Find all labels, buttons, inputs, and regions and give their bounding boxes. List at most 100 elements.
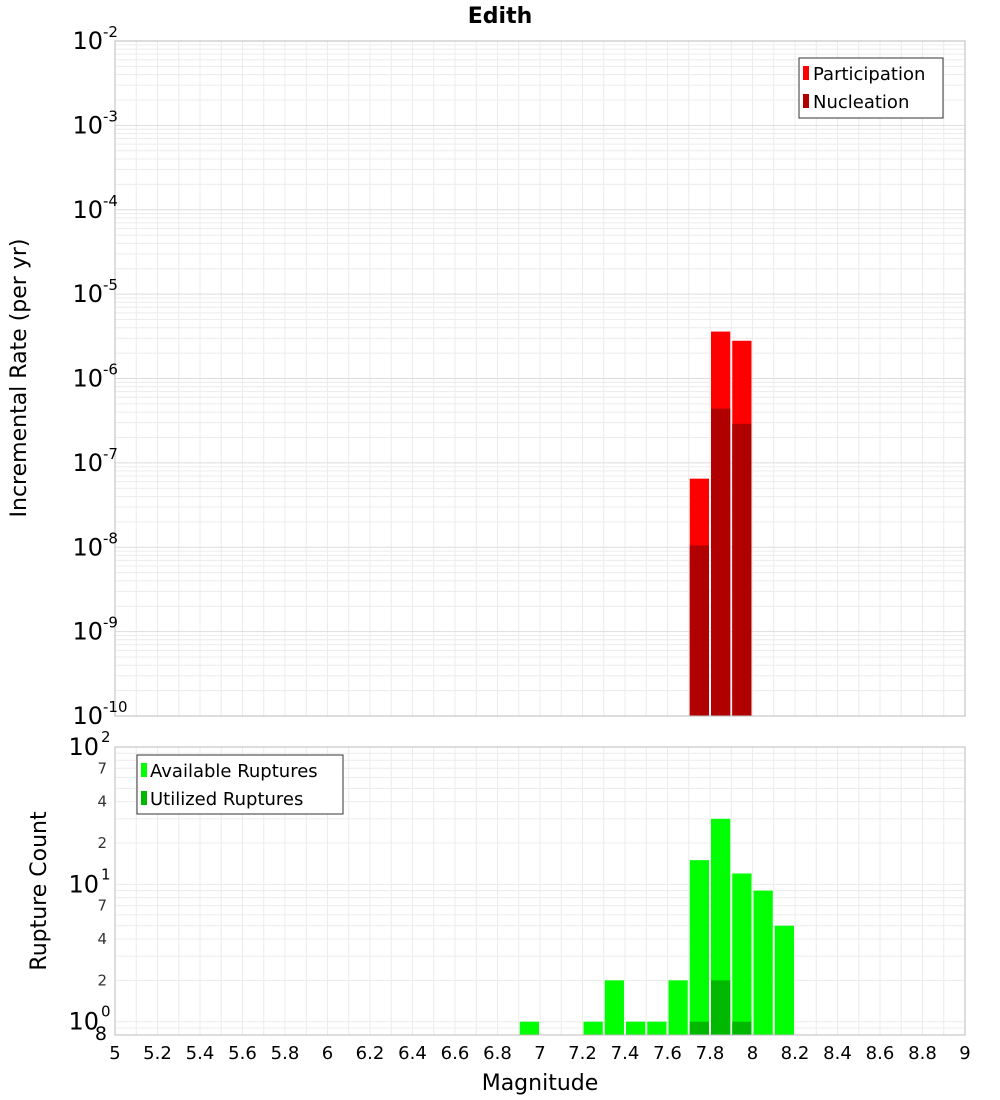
- x-tick-label: 8.4: [823, 1043, 852, 1064]
- legend-available-label: Available Ruptures: [150, 761, 318, 782]
- y-tick-label: 10 -5: [72, 276, 118, 308]
- utilized-ruptures-bar: [732, 1021, 752, 1035]
- x-tick-label: 8.6: [866, 1043, 895, 1064]
- available-ruptures-bar: [604, 980, 624, 1035]
- y-tick-label: 10 -4: [72, 192, 118, 224]
- y-tick-exponent: -4: [103, 192, 118, 210]
- y-tick-exponent: -10: [103, 698, 128, 716]
- available-ruptures-bar: [774, 925, 794, 1035]
- available-ruptures-bar: [668, 980, 688, 1035]
- utilized-ruptures-bar: [689, 1021, 709, 1035]
- y-tick-exponent: -9: [103, 614, 118, 632]
- legend-available-swatch: [141, 763, 147, 777]
- x-tick-label: 5.6: [228, 1043, 257, 1064]
- top-legend: Participation Nucleation: [798, 57, 944, 119]
- y-minor-tick-label: 7: [97, 897, 107, 915]
- x-tick-label: 6: [322, 1043, 333, 1064]
- y-tick-exponent: -2: [103, 23, 118, 41]
- x-tick-label: 7.2: [568, 1043, 597, 1064]
- x-tick-label: 5: [109, 1043, 120, 1064]
- top-gridlines: [114, 41, 966, 717]
- top-bars: [689, 331, 752, 716]
- legend-utilized-swatch: [141, 791, 147, 805]
- legend-nucleation-label: Nucleation: [813, 92, 909, 113]
- utilized-ruptures-bar: [711, 980, 731, 1035]
- available-ruptures-bar: [689, 860, 709, 1035]
- bottom-bars: [519, 818, 794, 1035]
- y-tick-base: 10: [68, 870, 99, 898]
- y-tick-label: 10 -6: [72, 361, 118, 393]
- chart-title: Edith: [468, 4, 533, 29]
- y-tick-exponent: -6: [103, 361, 118, 379]
- y-tick-exponent: -3: [103, 107, 118, 125]
- bottom-legend-box: [136, 754, 344, 815]
- available-ruptures-bar: [519, 1021, 539, 1035]
- y-tick-base: 10: [72, 449, 103, 477]
- y-tick-label: 10 -3: [72, 107, 118, 139]
- x-tick-label: 5.2: [143, 1043, 172, 1064]
- y-tick-label: 10 -9: [72, 614, 118, 646]
- y-minor-tick-label: 4: [97, 930, 107, 948]
- available-ruptures-bar: [647, 1021, 667, 1035]
- nucleation-bar: [711, 408, 731, 716]
- x-tick-label: 7.6: [653, 1043, 682, 1064]
- available-ruptures-bar: [583, 1021, 603, 1035]
- x-tick-label: 6.2: [356, 1043, 385, 1064]
- legend-utilized-label: Utilized Ruptures: [150, 789, 303, 810]
- y-tick-exponent: -8: [103, 529, 118, 547]
- y-tick-label: 10 -2: [72, 23, 118, 55]
- y-tick-exponent: 0: [101, 1003, 111, 1021]
- y-tick-label: 10 2: [68, 728, 110, 761]
- available-ruptures-bar: [626, 1021, 646, 1035]
- x-tick-label: 6.4: [398, 1043, 427, 1064]
- available-ruptures-bar: [753, 890, 773, 1035]
- y-minor-tick-label: 2: [97, 971, 107, 989]
- y-tick-base: 10: [72, 618, 103, 646]
- x-tick-labels: 5 5.2 5.4 5.6 5.8 6 6.2 6.4 6.6 6.8 7 7.2 7.4 7.6 7.8 8…: [109, 1043, 970, 1064]
- bottom-plot-frame: [114, 746, 966, 1036]
- x-tick-label: 5.8: [271, 1043, 300, 1064]
- legend-nucleation-swatch: [803, 94, 809, 108]
- y-tick-exponent: -5: [103, 276, 118, 294]
- top-y-axis-label: Incremental Rate (per yr): [7, 239, 32, 518]
- y-tick-base: 10: [72, 702, 103, 730]
- y-minor-tick-label: 7: [97, 759, 107, 777]
- y-tick-base: 10: [72, 27, 103, 55]
- x-tick-label: 8.8: [908, 1043, 937, 1064]
- x-tick-label: 7.4: [611, 1043, 640, 1064]
- x-tick-label: 6.6: [441, 1043, 470, 1064]
- x-axis-label: Magnitude: [482, 1071, 599, 1096]
- legend-participation-swatch: [803, 66, 809, 80]
- y-tick-base: 10: [72, 280, 103, 308]
- x-tick-label: 7: [534, 1043, 545, 1064]
- y-tick-base: 10: [72, 111, 103, 139]
- x-tick-label: 8.2: [781, 1043, 810, 1064]
- y-tick-base: 10: [68, 1008, 99, 1036]
- top-y-tick-labels: 10-210-310-410-510-610-710-810-910-10: [72, 23, 127, 730]
- y-tick-base: 10: [68, 733, 99, 761]
- y-minor-tick-label: 2: [97, 834, 107, 852]
- y-tick-base: 10: [72, 365, 103, 393]
- y-tick-label: 10 -8: [72, 529, 118, 561]
- y-minor-tick-label: 4: [97, 793, 107, 811]
- y-tick-exponent: -7: [103, 445, 118, 463]
- y-tick-exponent: 2: [101, 728, 111, 746]
- y-tick-exponent: 1: [101, 865, 111, 883]
- y-tick-label: 10 1: [68, 865, 110, 898]
- bottom-gridlines: [114, 746, 966, 1036]
- available-ruptures-bar: [732, 873, 752, 1035]
- legend-participation-label: Participation: [813, 64, 925, 85]
- y-tick-base: 10: [72, 196, 103, 224]
- nucleation-bar: [689, 545, 709, 716]
- bottom-legend: Available Ruptures Utilized Ruptures: [136, 754, 344, 815]
- y-minor-tick-label: 8: [95, 1023, 107, 1045]
- x-tick-label: 6.8: [483, 1043, 512, 1064]
- nucleation-bar: [732, 423, 752, 716]
- x-tick-label: 5.4: [186, 1043, 215, 1064]
- x-tick-label: 8: [747, 1043, 758, 1064]
- y-tick-base: 10: [72, 533, 103, 561]
- bottom-y-axis-label: Rupture Count: [27, 811, 52, 971]
- y-tick-label: 10 0: [68, 1003, 110, 1036]
